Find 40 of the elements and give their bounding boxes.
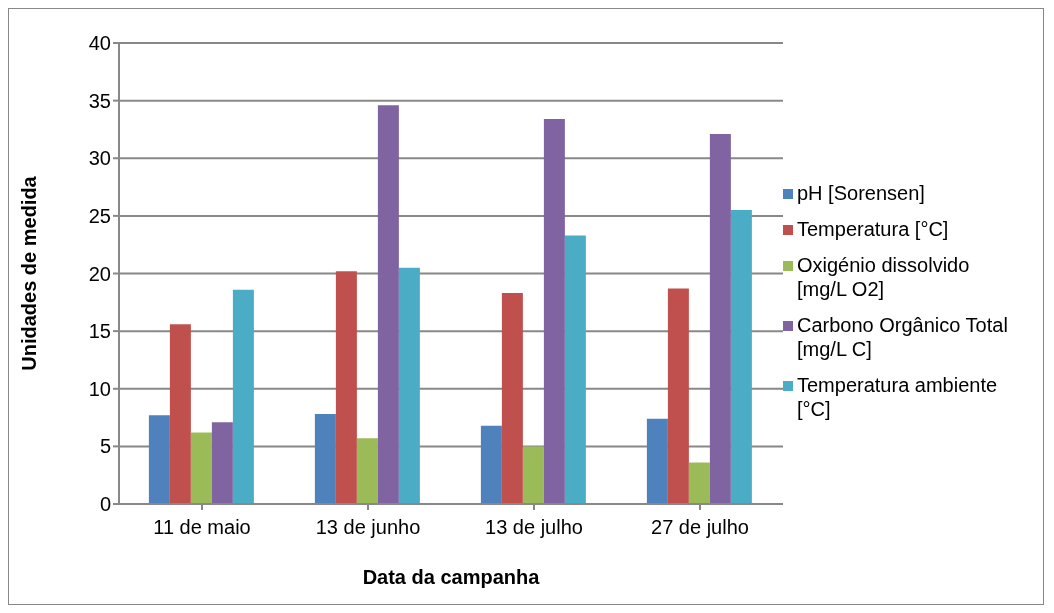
y-tick-label: 5 [99, 435, 111, 458]
bar [543, 119, 565, 504]
legend-label: Oxigénio dissolvido [mg/L O2] [797, 252, 971, 301]
y-tick-label: 10 [88, 377, 111, 400]
y-axis-title: Unidades de medida [18, 175, 41, 371]
x-tick-label: 27 de julho [651, 516, 749, 539]
bar [377, 105, 399, 504]
bar [356, 438, 378, 504]
y-tick-label: 15 [88, 320, 111, 343]
legend-label: Carbono Orgânico Total [mg/L C] [797, 312, 1009, 361]
bar [688, 462, 710, 504]
bar [709, 134, 731, 504]
bar [211, 422, 233, 504]
bar [667, 288, 689, 504]
bar [480, 425, 502, 504]
y-tick-label: 30 [88, 147, 111, 170]
bar [501, 293, 523, 504]
y-tick-label: 0 [99, 493, 111, 516]
bar [564, 235, 586, 504]
legend-label: pH [Sorensen] [797, 180, 925, 205]
bar [190, 432, 212, 504]
legend-label: Temperatura ambiente [°C] [797, 372, 999, 421]
x-tick-label: 13 de junho [315, 516, 421, 539]
legend-label: Temperatura [°C] [797, 216, 949, 241]
bar [730, 210, 752, 504]
x-axis-title: Data da campanha [362, 566, 541, 588]
x-tick-label: 11 de maio [153, 516, 251, 539]
x-tick-label: 13 de julho [485, 516, 583, 539]
bar [232, 289, 254, 504]
bar [169, 324, 191, 504]
y-tick-label: 35 [88, 89, 111, 112]
y-tick-label: 40 [88, 32, 111, 55]
bar [522, 446, 544, 504]
bar [398, 267, 420, 504]
y-tick-label: 25 [88, 204, 111, 227]
bar [335, 271, 357, 504]
bar [314, 414, 336, 504]
bar [148, 415, 170, 504]
bar [646, 418, 668, 504]
y-tick-label: 20 [88, 262, 111, 285]
